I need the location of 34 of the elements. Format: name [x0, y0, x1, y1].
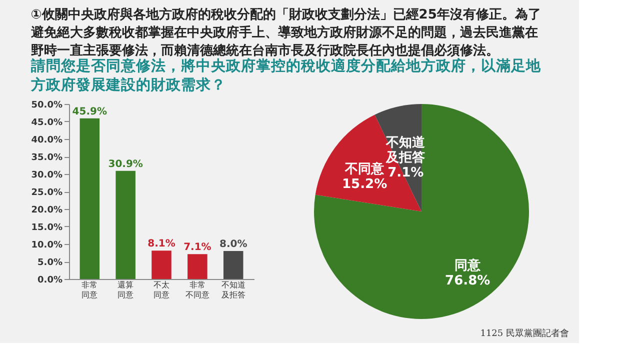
data-label: 45.9%: [72, 106, 108, 118]
x-tick-label: 非常不同意: [185, 280, 210, 300]
bar: [116, 170, 136, 279]
data-label: 30.9%: [108, 158, 143, 170]
y-tick-label: 25.0%: [31, 188, 62, 198]
text: 1125 民眾黨團記者會: [480, 328, 569, 339]
bar: [152, 250, 172, 279]
x-tick-label: 還算同意: [118, 280, 134, 300]
y-tick-label: 35.0%: [31, 153, 62, 163]
y-tick-label: 0.0%: [38, 276, 62, 286]
x-tick-label: 不太同意: [154, 280, 170, 300]
y-tick-label: 50.0%: [31, 100, 62, 110]
bar: [80, 118, 100, 279]
bar: [188, 254, 208, 279]
y-tick-label: 10.0%: [31, 240, 62, 250]
data-label: 15.2%: [342, 177, 388, 192]
text: 請問您是否同意修法，將中央政府掌控的稅收適度分配給地方政府，以滿足地方政府發展建設的財政需求？: [30, 56, 542, 94]
text: ①攸關中央政府與各地方政府的稅收分配的「財政收支劃分法」已經25年沒有修正。為了避免絕大多數稅收都掌握在中央政府手上、導致地方政府財源不足的問題，過去民進黨在野時一直主張要修法，而賴清德總統在台南市長及行政院長任內也提倡必須修法。: [30, 6, 541, 58]
y-tick-label: 45.0%: [31, 118, 62, 128]
slice-label: 同意: [454, 257, 482, 274]
y-tick-label: 15.0%: [31, 223, 62, 233]
data-label: 8.1%: [148, 238, 176, 250]
x-tick-label: 非常同意: [82, 280, 98, 300]
y-tick-label: 20.0%: [31, 206, 62, 216]
x-tick-label: 不知道及拒答: [221, 280, 246, 300]
data-label: 8.0%: [219, 239, 248, 250]
y-tick-label: 30.0%: [31, 170, 62, 180]
pie-slice: [314, 104, 529, 319]
data-label: 76.8%: [445, 273, 490, 288]
y-tick-label: 5.0%: [38, 258, 62, 268]
y-tick-label: 40.0%: [31, 136, 62, 146]
bar: [223, 251, 244, 279]
slice-label: 不同意: [344, 161, 386, 178]
data-label: 7.1%: [184, 242, 212, 254]
